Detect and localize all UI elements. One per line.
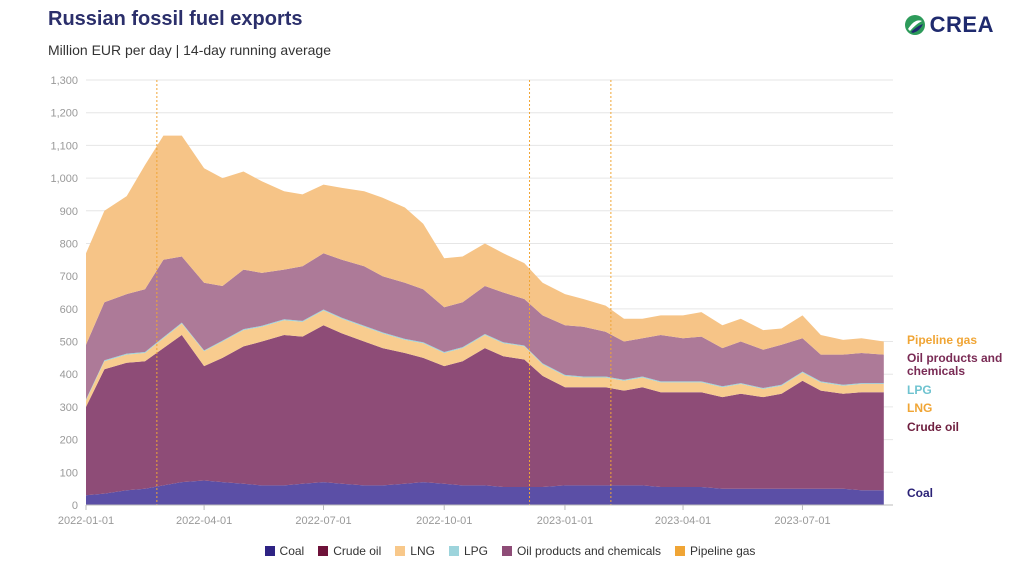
y-tick-label: 200 [60,435,78,447]
legend-label: Oil products and chemicals [516,544,662,558]
y-tick-label: 1,200 [50,108,78,120]
crea-logo: CREA [904,12,994,38]
legend-label: Pipeline gas [690,544,756,558]
x-tick-label: 2022-10-01 [416,515,472,527]
legend-label: Crude oil [333,544,382,558]
end-label: LPG [907,383,932,397]
legend-item: LNG [395,544,435,558]
y-tick-label: 1,000 [50,173,78,185]
legend-swatch [264,546,275,556]
end-label: LNG [907,401,932,415]
stacked-areas [86,135,884,505]
x-tick-label: 2022-01-01 [58,515,114,527]
x-tick-label: 2023-04-01 [655,515,711,527]
y-tick-label: 900 [60,206,78,218]
area-coal [86,480,884,505]
crea-leaf-icon [904,15,925,35]
legend-swatch [448,546,459,556]
legend-item: Crude oil [318,544,381,558]
x-axis: 2022-01-01 2022-04-01 2022-07-01 2022-10-01… [58,504,893,527]
legend-label: LPG [463,544,488,558]
chart-area: 0 100 200 300 400 500 600 700 800 900 1,000 1,100 1,… [50,75,1002,527]
x-tick-label: 2023-07-01 [774,515,830,527]
legend-item: Oil products and chemicals [501,544,662,558]
legend-item: Coal [264,544,305,558]
x-tick-label: 2022-04-01 [176,515,232,527]
legend-swatch [395,546,406,556]
area-crude-oil [86,325,884,496]
y-tick-label: 100 [60,467,78,479]
y-tick-label: 800 [60,238,78,250]
end-label: Oil products and [907,351,1002,365]
legend-item: Pipeline gas [675,544,755,558]
y-tick-label: 400 [60,369,78,381]
y-tick-label: 500 [60,337,78,349]
y-tick-label: 1,100 [50,140,78,152]
legend-swatch [675,546,686,556]
x-tick-label: 2022-07-01 [295,515,351,527]
legend-swatch [318,546,329,556]
area-oil-products-and-chemicals [86,253,884,400]
x-tick-label: 2023-01-01 [537,515,593,527]
y-tick-label: 1,300 [50,75,78,87]
legend-swatch [501,546,512,556]
end-label: chemicals [907,364,965,378]
legend-label: LNG [410,544,435,558]
area-lng [86,310,884,407]
legend-item: LPG [448,544,488,558]
y-tick-label: 0 [72,500,78,512]
logo-text: CREA [929,12,994,37]
y-tick-label: 700 [60,271,78,283]
chart-title: Russian fossil fuel exports [48,8,303,30]
area-pipeline-gas [86,135,884,355]
legend-label: Coal [279,544,305,558]
end-label: Crude oil [907,420,959,434]
end-label: Pipeline gas [907,333,977,347]
chart-subtitle: Million EUR per day | 14-day running ave… [48,42,332,58]
y-tick-label: 600 [60,304,78,316]
event-lines [156,80,612,505]
legend: Coal Crude oil LNG LPG Oil products and chem… [0,544,1020,558]
y-tick-label: 300 [60,402,78,414]
end-label: Coal [907,486,933,500]
y-axis: 0 100 200 300 400 500 600 700 800 900 1,000 1,100 1,… [50,75,78,512]
